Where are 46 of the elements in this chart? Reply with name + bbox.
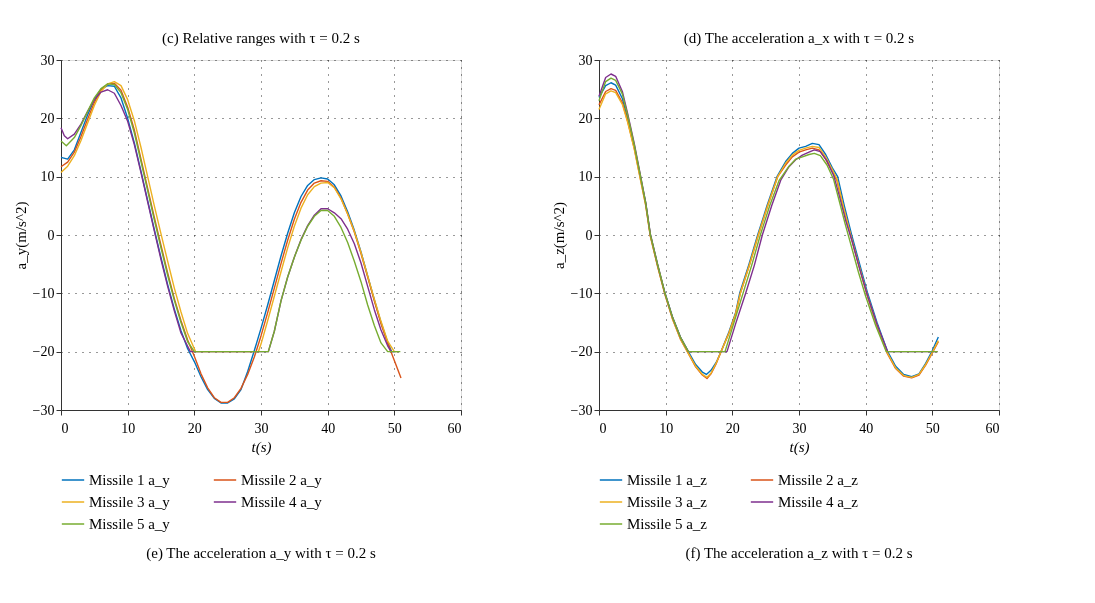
legend-label: Missile 2 a_z	[778, 472, 859, 488]
y-axis-title: a_z(m/s^2)	[550, 201, 568, 270]
y-tick-label: −20	[570, 344, 593, 360]
y-tick-label: 10	[40, 169, 55, 185]
y-tick-label: 10	[578, 169, 593, 185]
x-tick-label: 20	[187, 420, 202, 436]
y-tick-label: −10	[32, 285, 55, 301]
legend-label: Missile 5 a_z	[627, 516, 708, 532]
y-tick-label: −30	[32, 402, 55, 418]
legend-label: Missile 1 a_y	[89, 472, 171, 488]
y-axis-title: a_y(m/s^2)	[12, 201, 30, 270]
x-tick-label: 0	[61, 420, 69, 436]
y-tick-label: 30	[40, 52, 55, 68]
x-tick-label: 10	[659, 420, 674, 436]
y-tick-label: 0	[47, 227, 55, 243]
x-tick-label: 10	[121, 420, 136, 436]
y-tick-label: 20	[40, 110, 55, 126]
x-tick-label: 0	[599, 420, 607, 436]
x-axis-title: t(s)	[251, 438, 272, 456]
y-tick-label: −10	[570, 285, 593, 301]
text: (f) The acceleration a_z with τ = 0.2 s	[685, 545, 913, 562]
legend-label: Missile 5 a_y	[89, 516, 171, 532]
y-tick-label: 30	[578, 52, 593, 68]
legend-label: Missile 4 a_z	[778, 494, 859, 510]
y-tick-label: 20	[578, 110, 593, 126]
y-tick-label: 0	[585, 227, 593, 243]
x-tick-label: 40	[859, 420, 874, 436]
x-tick-label: 50	[387, 420, 402, 436]
x-tick-label: 60	[985, 420, 1000, 436]
legend-label: Missile 3 a_y	[89, 494, 171, 510]
legend-label: Missile 4 a_y	[241, 494, 323, 510]
text: (d) The acceleration a_x with τ = 0.2 s	[683, 30, 915, 47]
x-tick-label: 40	[321, 420, 336, 436]
text: (c) Relative ranges with τ = 0.2 s	[162, 30, 361, 47]
y-tick-label: −30	[570, 402, 593, 418]
legend-label: Missile 1 a_z	[627, 472, 708, 488]
x-tick-label: 30	[792, 420, 807, 436]
text: (e) The acceleration a_y with τ = 0.2 s	[146, 545, 376, 562]
x-tick-label: 60	[447, 420, 462, 436]
x-tick-label: 50	[925, 420, 940, 436]
y-tick-label: −20	[32, 344, 55, 360]
x-tick-label: 20	[725, 420, 740, 436]
x-tick-label: 30	[254, 420, 269, 436]
legend-label: Missile 2 a_y	[241, 472, 323, 488]
legend-label: Missile 3 a_z	[627, 494, 708, 510]
x-axis-title: t(s)	[789, 438, 810, 456]
